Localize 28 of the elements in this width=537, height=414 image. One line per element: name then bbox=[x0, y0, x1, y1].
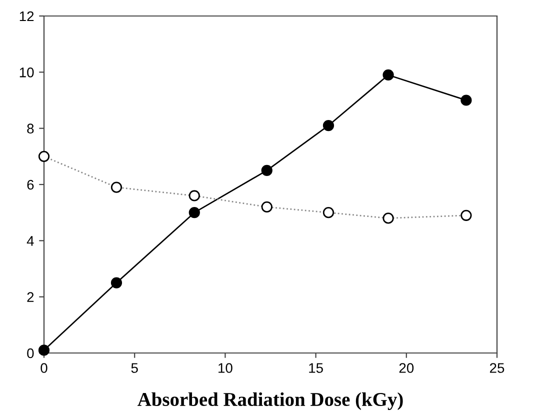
x-tick-label: 20 bbox=[399, 363, 414, 373]
y-tick-label: 4 bbox=[26, 236, 34, 246]
y-tick-label: 8 bbox=[27, 124, 34, 134]
y-tick-label: 2 bbox=[27, 292, 34, 302]
y-tick-label: 6 bbox=[27, 180, 34, 190]
x-tick-label: 10 bbox=[218, 363, 232, 373]
x-tick-label: 15 bbox=[309, 363, 323, 373]
x-tick-label: 0 bbox=[40, 363, 48, 373]
point bbox=[110, 182, 122, 193]
point bbox=[38, 150, 50, 162]
y-tick-label: 0 bbox=[27, 348, 34, 358]
x-axis-title: Absorbed Radiation Dose (kGy) bbox=[138, 392, 403, 410]
point bbox=[110, 277, 122, 288]
y-tick-label: 12 bbox=[20, 11, 34, 22]
point bbox=[38, 344, 50, 356]
point bbox=[322, 120, 334, 132]
point bbox=[261, 164, 272, 176]
x-tick-label: 25 bbox=[490, 363, 504, 373]
y-tick-label: 10 bbox=[20, 68, 34, 78]
point bbox=[322, 207, 334, 218]
point bbox=[188, 190, 200, 202]
point bbox=[261, 201, 272, 213]
point bbox=[382, 69, 394, 81]
x-tick-label: 5 bbox=[131, 363, 138, 373]
point bbox=[460, 94, 472, 106]
point bbox=[382, 212, 394, 224]
point bbox=[460, 210, 472, 221]
point bbox=[188, 207, 200, 218]
